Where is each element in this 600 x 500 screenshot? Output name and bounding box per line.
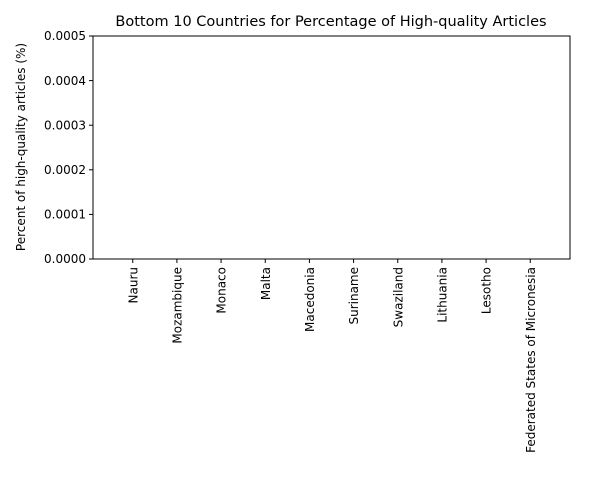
x-tick-label-0: Nauru bbox=[126, 267, 140, 303]
chart-title: Bottom 10 Countries for Percentage of Hi… bbox=[115, 14, 546, 30]
x-tick-label-2: Monaco bbox=[215, 267, 229, 314]
y-tick-label-5: 0.0005 bbox=[44, 29, 86, 43]
plot-area: 0.0000 0.0001 0.0002 0.0003 0.0004 0.0005 Naur… bbox=[44, 29, 571, 453]
x-tick-label-5: Suriname bbox=[347, 267, 361, 325]
plot-frame bbox=[92, 35, 571, 260]
x-tick-label-3: Malta bbox=[259, 267, 273, 300]
y-tick-label-0: 0.0000 bbox=[44, 252, 86, 266]
y-tick-label-1: 0.0001 bbox=[44, 208, 86, 222]
y-tick-label-2: 0.0002 bbox=[44, 163, 86, 177]
y-axis-label: Percent of high-quality articles (%) bbox=[14, 43, 28, 251]
x-tick-label-4: Macedonia bbox=[303, 267, 317, 332]
x-tick-label-9: Federated States of Micronesia bbox=[524, 267, 538, 453]
y-tick-label-3: 0.0003 bbox=[44, 118, 86, 132]
x-tick-label-8: Lesotho bbox=[480, 267, 494, 314]
x-tick-label-6: Swaziland bbox=[391, 267, 405, 327]
x-tick-label-7: Lithuania bbox=[435, 267, 449, 323]
x-tick-label-1: Mozambique bbox=[170, 267, 184, 344]
y-tick-label-4: 0.0004 bbox=[44, 74, 86, 88]
